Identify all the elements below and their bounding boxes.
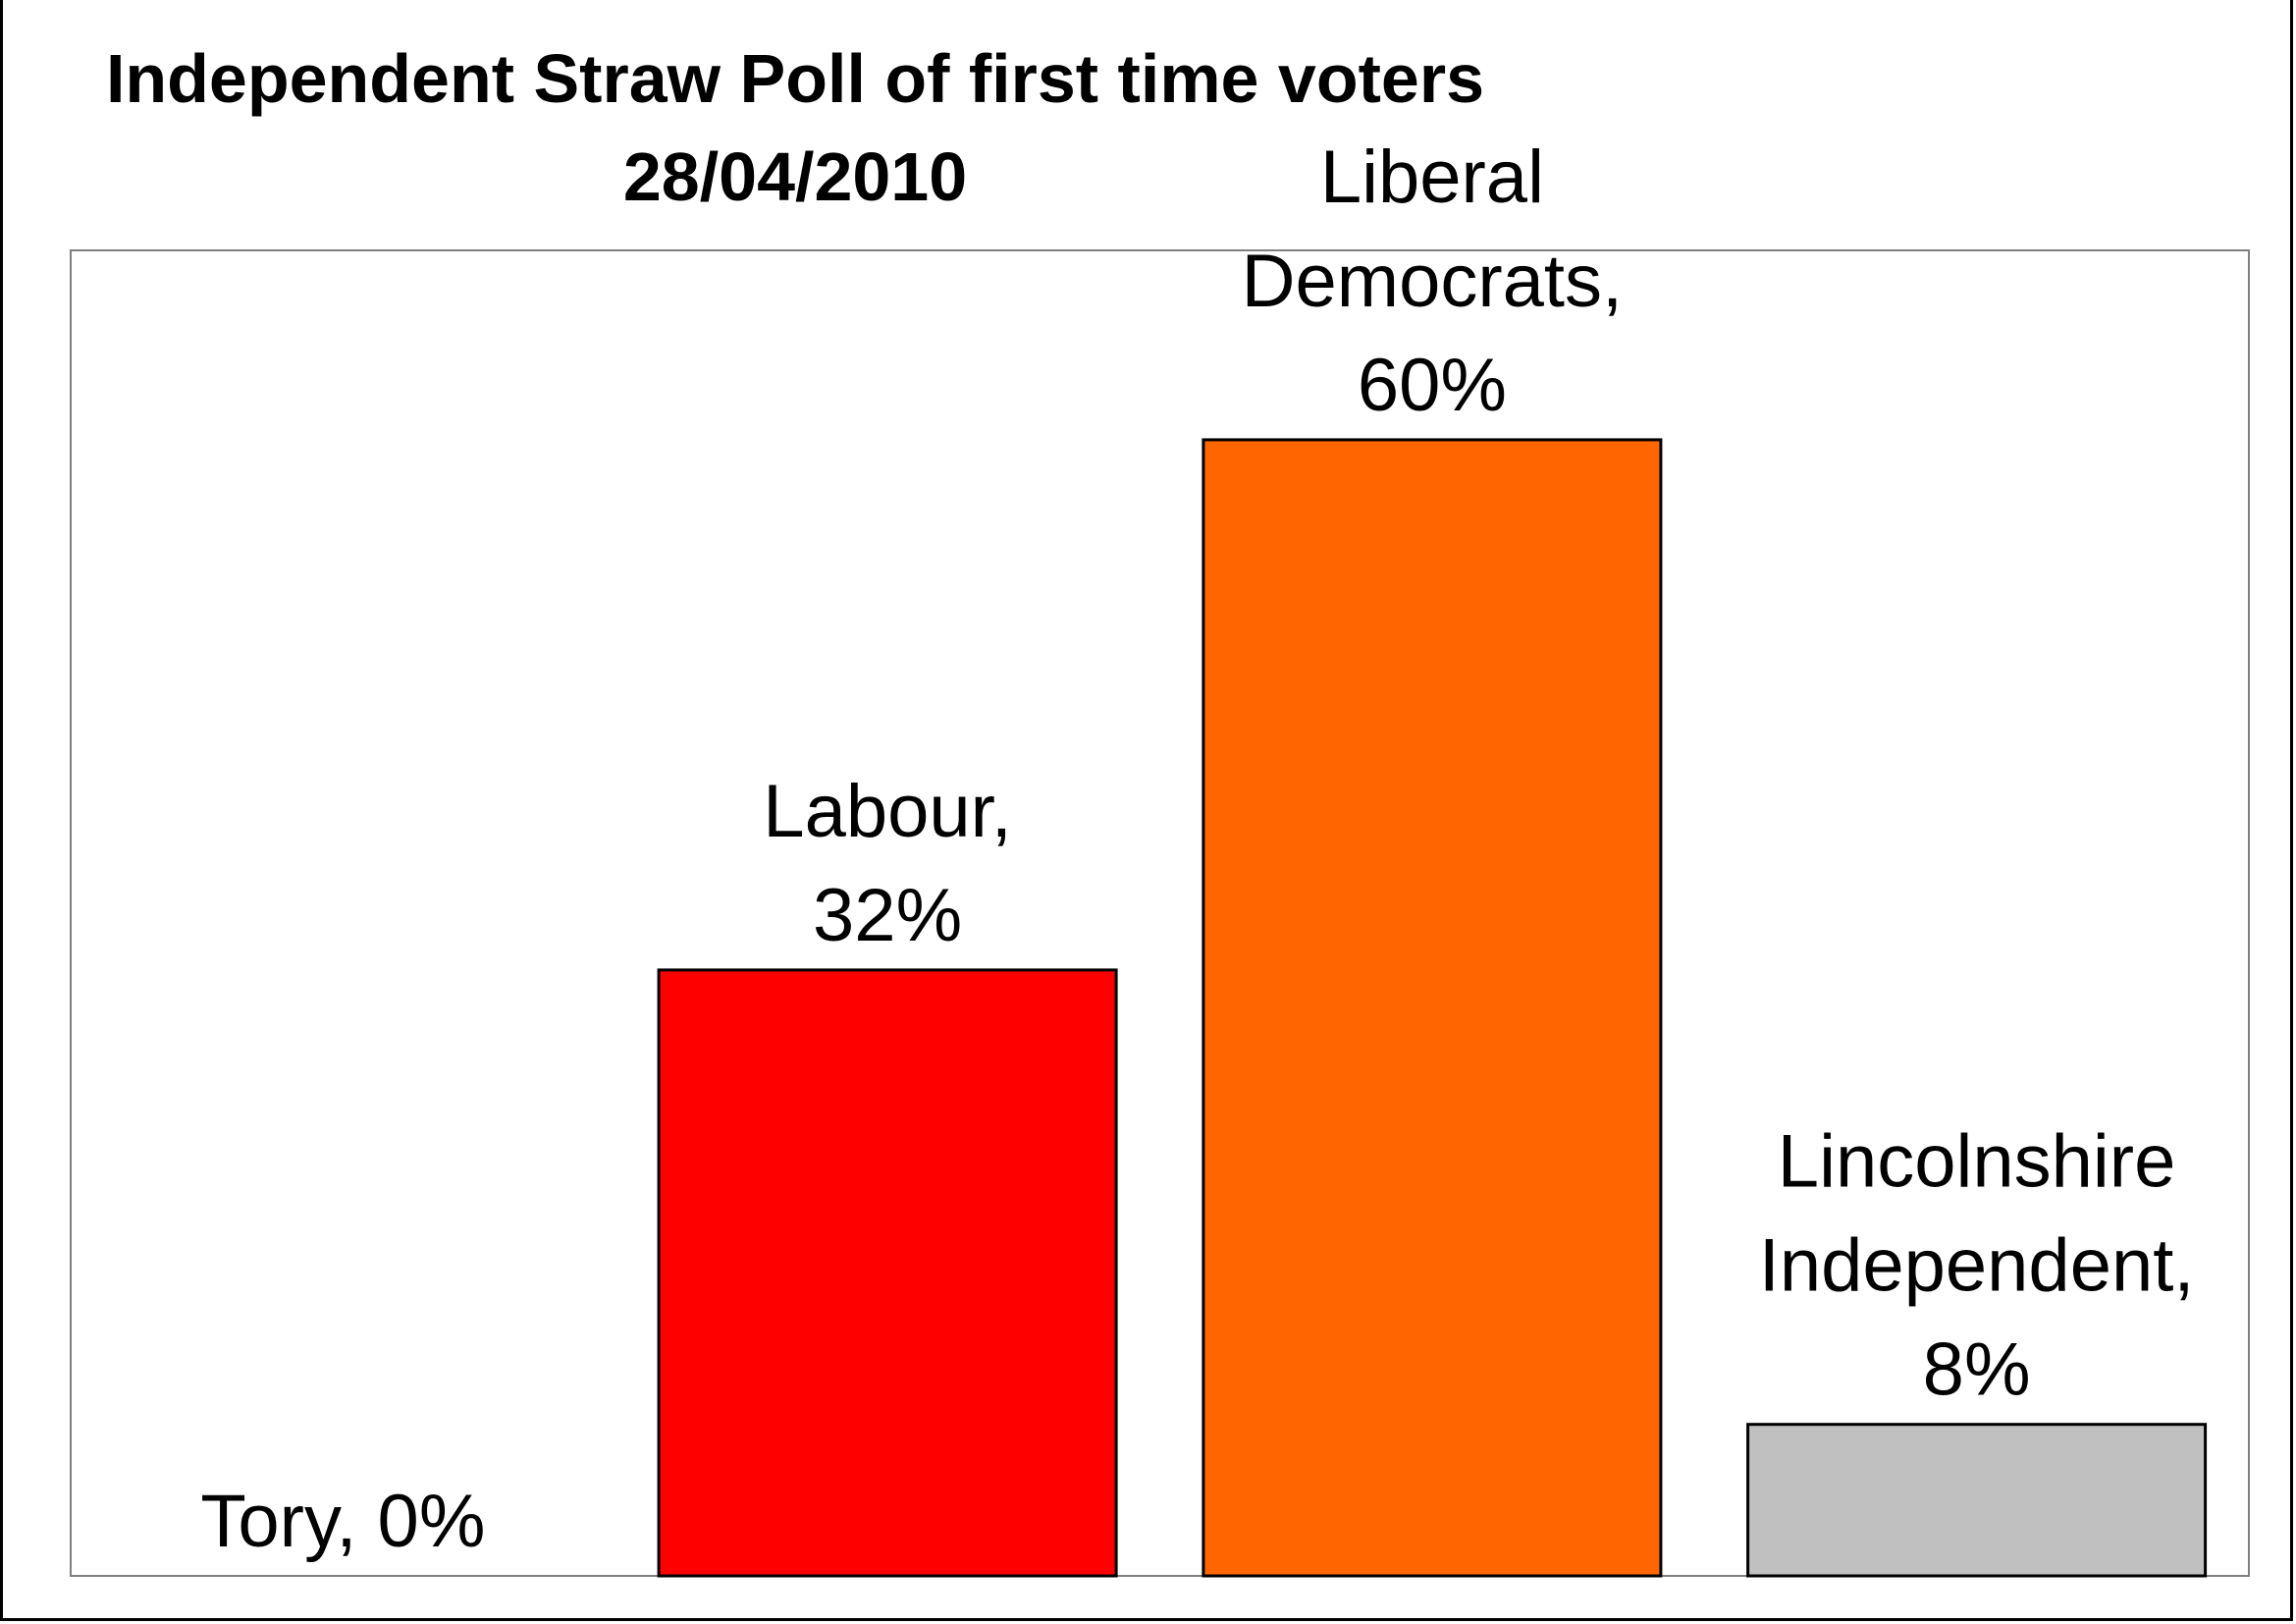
data-label-labour-line-2: 32% [813,874,962,957]
data-label-lincolnshire-independent-line-3: 8% [1923,1328,2031,1412]
chart-subtitle: 28/04/2010 [622,138,968,215]
data-label-labour-line-1: Labour, [763,770,1012,853]
bar-labour [657,968,1118,1578]
data-label-lincolnshire-independent-line-2: Independent, [1759,1224,2195,1308]
bar-lincolnshire-independent [1746,1423,2208,1578]
data-labels-group: Tory, 0% Labour, 32% Liberal Democrats, 60% Li… [200,135,2194,1563]
chart-title-block: Independent Straw Poll of first time vot… [0,29,1590,226]
data-label-liberal-democrats-line-1: Liberal [1320,135,1544,219]
chart-title: Independent Straw Poll of first time vot… [105,40,1485,117]
data-label-tory-line-1: Tory, 0% [200,1480,485,1563]
data-label-liberal-democrats-line-2: Democrats, [1242,240,1624,323]
bar-liberal-democrats [1201,438,1663,1578]
bars-group [657,438,2208,1578]
data-label-liberal-democrats-line-3: 60% [1358,344,1507,427]
plot-area [70,249,2250,1577]
data-label-lincolnshire-independent-line-1: Lincolnshire [1778,1120,2176,1204]
